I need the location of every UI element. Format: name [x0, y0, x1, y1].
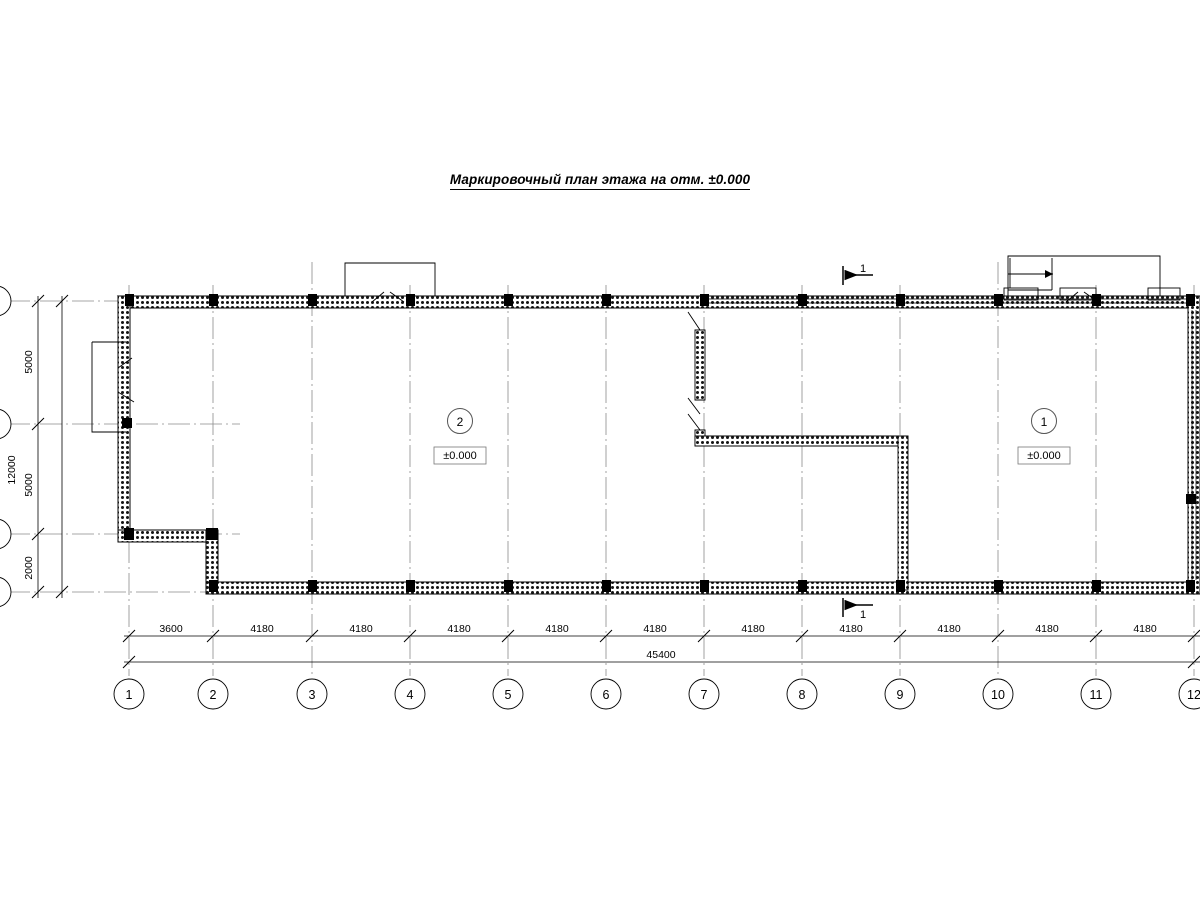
dim-left-2: 2000: [23, 556, 35, 580]
axis-label-1: 1: [126, 688, 133, 702]
room-number-2: 2: [457, 415, 464, 429]
dim-bottom-2: 4180: [349, 623, 373, 635]
dim-bottom-4: 4180: [545, 623, 569, 635]
dim-left-1: 5000: [23, 473, 35, 497]
axis-label-6: 6: [603, 688, 610, 702]
axis-label-5: 5: [505, 688, 512, 702]
axis-label-7: 7: [701, 688, 708, 702]
dim-bottom-0: 3600: [159, 623, 183, 635]
axis-label-11: 11: [1090, 688, 1103, 702]
door-and-wall-openings: [117, 291, 1099, 431]
axis-label-3: 3: [309, 688, 316, 702]
structural-columns: [122, 294, 1196, 592]
axis-grid-lines: [8, 262, 1200, 676]
room-number-1: 1: [1041, 415, 1048, 429]
dim-left-0: 5000: [23, 350, 35, 374]
building-walls: [116, 295, 1200, 595]
dim-bottom-6: 4180: [741, 623, 765, 635]
axis-label-4: 4: [407, 688, 414, 702]
dim-bottom-1: 4180: [250, 623, 274, 635]
room-elevation-2: ±0.000: [443, 450, 477, 462]
axis-label-10: 10: [991, 688, 1005, 702]
dim-bottom-10: 4180: [1133, 623, 1157, 635]
dim-bottom-7: 4180: [839, 623, 863, 635]
axis-circles-bottom: 1 2 3 4 5 6 7 8 9 10 11 12: [113, 678, 1200, 710]
axis-label-12: 12: [1187, 688, 1200, 702]
dim-bottom-5: 4180: [643, 623, 667, 635]
entrance-porches: [91, 255, 1181, 433]
dim-bottom-overall: 45400: [646, 649, 675, 661]
wall-inner-lines: [700, 298, 1197, 580]
axis-circles-left: [0, 286, 12, 607]
section-label-top: 1: [860, 263, 866, 275]
dim-bottom-9: 4180: [1035, 623, 1059, 635]
dim-left-overall: 12000: [6, 455, 18, 484]
bottom-dimension-chain: 3600 4180 4180 4180 4180 4180 4180 4180 …: [122, 623, 1200, 669]
axis-label-9: 9: [897, 688, 904, 702]
left-dimension-chain: 5000 5000 2000 12000: [6, 294, 69, 599]
dim-bottom-8: 4180: [937, 623, 961, 635]
section-marker-bottom: 1: [842, 598, 873, 621]
dim-bottom-3: 4180: [447, 623, 471, 635]
section-marker-top: 1: [842, 263, 873, 285]
room-number-markers: 2 ±0.000 1 ±0.000: [433, 408, 1071, 465]
section-label-bottom: 1: [860, 609, 866, 621]
drawing-title: Маркировочный план этажа на отм. ±0.000: [0, 172, 1200, 190]
axis-label-8: 8: [799, 688, 806, 702]
room-elevation-1: ±0.000: [1027, 450, 1061, 462]
axis-label-2: 2: [210, 688, 217, 702]
